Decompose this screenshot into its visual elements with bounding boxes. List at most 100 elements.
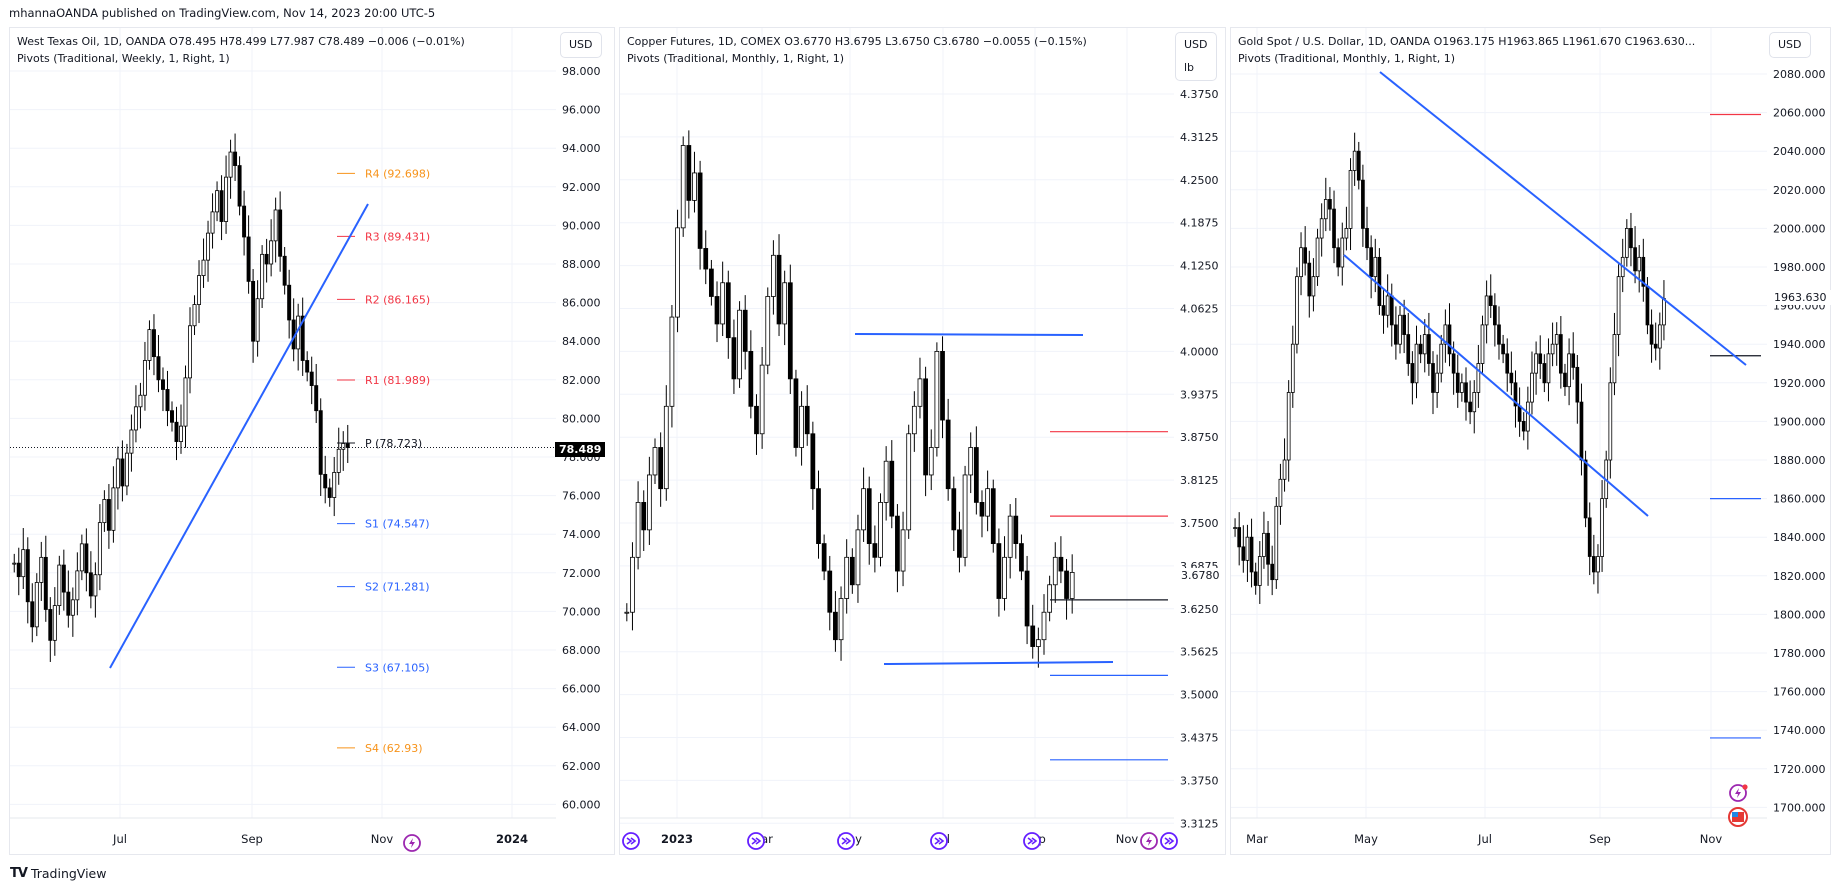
trendline-drawing[interactable] — [1343, 254, 1649, 517]
earnings-alert-icon[interactable] — [1729, 784, 1748, 802]
pivot-label-s1: S1 (74.547) — [365, 518, 430, 531]
pivot-label-p: P (78.723) — [365, 437, 422, 450]
price-tick-label: 4.1250 — [1180, 260, 1219, 273]
candle-bullish — [692, 172, 697, 201]
time-tick-label: Sep — [241, 832, 263, 846]
candle-bearish — [43, 556, 48, 610]
candle-bearish — [866, 488, 872, 544]
currency-unit-button[interactable]: USD lb — [1175, 32, 1217, 81]
candle-bullish — [1612, 334, 1617, 384]
candle-bearish — [1019, 543, 1024, 572]
us-flag-event-icon[interactable] — [1728, 807, 1748, 827]
candle-bearish — [1521, 420, 1526, 432]
candle-bearish — [996, 543, 1002, 599]
price-tick-label: 4.0000 — [1180, 345, 1219, 358]
candle-bearish — [174, 421, 179, 442]
split-icon[interactable] — [1160, 832, 1178, 850]
candle-bearish — [1629, 227, 1633, 249]
candle-bullish — [1637, 256, 1642, 272]
candle-bearish — [940, 350, 945, 421]
chart-panel-copper[interactable]: 4.3750 4.3125 4.2500 4.1875 4.1250 4.0625 4.00… — [619, 27, 1226, 855]
footer-logo-text: TradingView — [30, 866, 107, 881]
earnings-icon[interactable] — [403, 834, 421, 852]
candle-bullish — [928, 447, 934, 476]
price-tick-label: 2080.000 — [1773, 68, 1826, 81]
price-tick-label: 1920.000 — [1773, 377, 1826, 390]
chart-panel-gold[interactable]: 2080.000 2060.000 2040.000 2020.000 2000.000… — [1230, 27, 1831, 855]
indicator-line: Pivots (Traditional, Monthly, 1, Right, … — [627, 52, 845, 65]
candle-bearish — [804, 405, 810, 435]
price-tick-label: 4.1875 — [1180, 217, 1219, 230]
candle-bullish — [844, 556, 850, 599]
candle-bearish — [1307, 262, 1312, 297]
candle-bearish — [1447, 324, 1452, 355]
horizontal-line-drawing[interactable] — [883, 661, 1114, 665]
time-tick-label: Jul — [1477, 832, 1492, 846]
candle-bullish — [1352, 150, 1357, 171]
candle-bearish — [314, 385, 319, 412]
candle-bullish — [1311, 276, 1316, 297]
candle-bullish — [771, 254, 776, 297]
candle-bearish — [106, 499, 111, 531]
candle-bearish — [714, 296, 720, 325]
candle-bearish — [1649, 324, 1654, 345]
footer-branding[interactable]: TV TradingView — [10, 866, 106, 881]
earnings-icon[interactable] — [1140, 832, 1158, 850]
price-tick-label: 90.000 — [562, 219, 601, 232]
candle-bullish — [39, 556, 44, 583]
trendline-drawing[interactable] — [1379, 71, 1747, 366]
price-tick-label: 2040.000 — [1773, 145, 1826, 158]
split-icon[interactable] — [837, 832, 855, 850]
candle-bullish — [1616, 276, 1621, 335]
pivot-label-r1: R1 (81.989) — [365, 374, 430, 387]
price-tick-label: 96.000 — [562, 104, 601, 117]
price-tick-label: 3.4375 — [1180, 732, 1219, 745]
candle-bearish — [889, 460, 895, 517]
candle-bearish — [709, 268, 714, 297]
chart-canvas-gold[interactable]: 2080.000 2060.000 2040.000 2020.000 2000.000… — [1231, 28, 1830, 854]
published-line: mhannaOANDA published on TradingView.com… — [9, 6, 436, 20]
split-icon[interactable] — [622, 832, 640, 850]
price-tick-label: 2000.000 — [1773, 222, 1826, 235]
candle-bullish — [1323, 199, 1328, 220]
candle-bearish — [776, 254, 782, 325]
candle-bullish — [1398, 314, 1402, 345]
split-icon[interactable] — [930, 832, 948, 850]
chart-panel-wti[interactable]: 98.000 96.000 94.000 92.000 90.000 88.000 86.0… — [9, 27, 615, 855]
candle-bearish — [251, 280, 256, 342]
candle-bullish — [1069, 572, 1075, 599]
current-price-label: 3.6780 — [1177, 568, 1224, 583]
currency-unit-button[interactable]: USD — [1769, 32, 1811, 58]
candle-bullish — [341, 443, 346, 450]
price-tick-label: 2060.000 — [1773, 107, 1826, 120]
price-tick-label: 98.000 — [562, 65, 601, 78]
candle-bearish — [1418, 343, 1423, 355]
candle-bullish — [115, 458, 120, 489]
candle-bullish — [635, 502, 641, 558]
split-icon[interactable] — [1023, 832, 1041, 850]
candle-bullish — [147, 329, 152, 361]
price-tick-label: 60.000 — [562, 798, 601, 811]
horizontal-line-drawing[interactable] — [854, 333, 1084, 336]
grid — [1231, 28, 1767, 818]
split-icon[interactable] — [747, 832, 765, 850]
time-tick-label: Jul — [112, 832, 127, 846]
candle-bearish — [754, 405, 759, 435]
chart-canvas-copper[interactable]: 4.3750 4.3125 4.2500 4.1875 4.1250 4.0625 4.00… — [620, 28, 1225, 854]
candle-bullish — [1596, 556, 1600, 573]
price-tick-label: 3.6250 — [1180, 603, 1219, 616]
candle-bullish — [1274, 505, 1279, 581]
candle-bullish — [142, 360, 147, 396]
candle-bearish — [1270, 563, 1275, 581]
price-tick-label: 4.3750 — [1180, 88, 1219, 101]
candle-bullish — [1290, 343, 1295, 393]
currency-unit-button[interactable]: USD — [560, 32, 602, 58]
candle-bullish — [1385, 295, 1390, 316]
candle-bullish — [680, 145, 686, 229]
trendline-drawing[interactable] — [109, 203, 369, 669]
candle-bearish — [1427, 334, 1431, 364]
chart-canvas-wti[interactable]: 98.000 96.000 94.000 92.000 90.000 88.000 86.0… — [10, 28, 614, 854]
candle-bearish — [1579, 401, 1584, 461]
candle-bearish — [827, 570, 833, 613]
candle-bearish — [1497, 324, 1501, 345]
